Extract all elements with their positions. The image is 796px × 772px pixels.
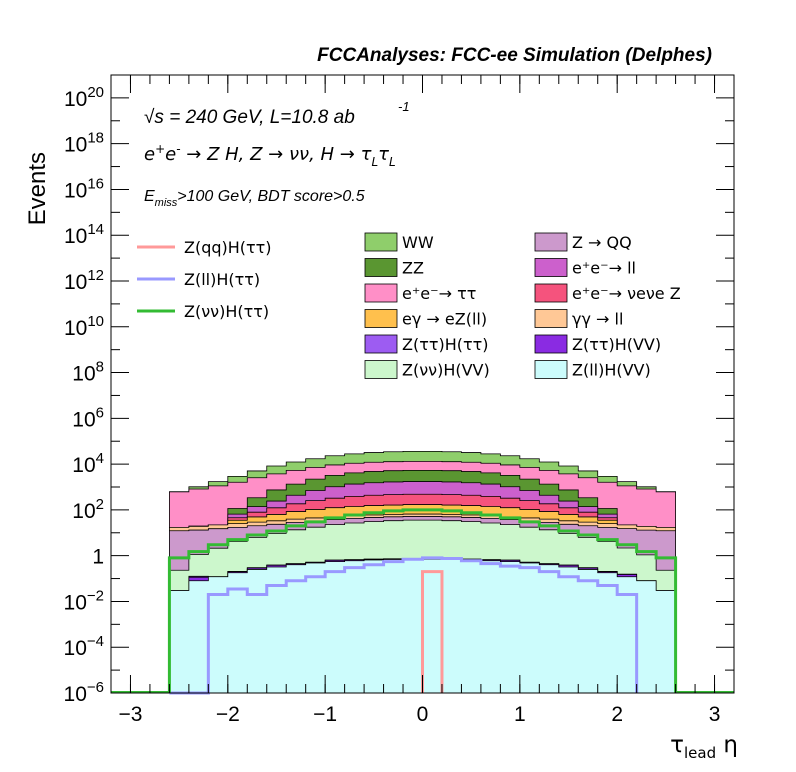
- cuts-annotation: Emiss>100 GeV, BDT score>0.5: [144, 188, 365, 209]
- svg-text:√s = 240 GeV, L=10.8 ab: √s = 240 GeV, L=10.8 ab: [144, 107, 355, 128]
- x-axis-label: τlead η: [670, 732, 738, 762]
- x-tick-label: −2: [216, 703, 240, 726]
- legend-box-swatch: [534, 334, 568, 354]
- legend-box-label: Z(ττ)H(ττ): [402, 335, 489, 354]
- x-tick-label: −3: [118, 703, 142, 726]
- line-z-h-: [167, 508, 678, 693]
- x-tick-label: 3: [709, 703, 721, 726]
- chart-title: FCCAnalyses: FCC-ee Simulation (Delphes): [317, 45, 712, 66]
- svg-text:e+e- → Z H, Z → νν, H → τLτL: e+e- → Z H, Z → νν, H → τLτL: [144, 142, 396, 169]
- x-tick-label: 2: [611, 703, 623, 726]
- y-tick-label: 1: [92, 546, 104, 569]
- legend-box-label: Z(νν)H(VV): [402, 361, 490, 380]
- legend-box-label: eγ → eZ(ll): [402, 310, 487, 329]
- legend-box-swatch: [364, 283, 398, 303]
- svg-text:Emiss>100 GeV, BDT score>0.5: Emiss>100 GeV, BDT score>0.5: [144, 188, 365, 209]
- legend-box-label: Z(ττ)H(VV): [572, 335, 661, 354]
- legend-box-label: γγ → ll: [572, 310, 623, 329]
- legend-box-label: Z → QQ: [572, 233, 632, 252]
- y-tick-label: 10−2: [64, 587, 104, 614]
- legend-box-label: e⁺e⁻→ ll: [572, 259, 636, 278]
- axis-ticks: −3 −2 −1 0 1 2 3 10−6 10−4 10−2 1 102 104 106 108 1010 1…: [64, 75, 735, 726]
- energy-annotation: √s = 240 GeV, L=10.8 ab -1: [144, 99, 410, 128]
- x-tick-label: −1: [313, 703, 337, 726]
- legend-box-swatch: [364, 232, 398, 252]
- legend-box-label: e⁺e⁻→ ττ: [402, 284, 476, 303]
- legend-box-swatch: [534, 258, 568, 277]
- legend-line-label: Z(qq)H(ττ): [184, 238, 272, 257]
- legend: Z(qq)H(ττ) Z(ll)H(ττ) Z(νν)H(ττ) WW ZZ e⁺e⁻→ …: [137, 232, 681, 380]
- process-annotation: e+e- → Z H, Z → νν, H → τLτL: [144, 142, 396, 169]
- legend-box-label: e⁺e⁻→ νeνe Z: [572, 284, 681, 303]
- legend-box-swatch: [534, 309, 568, 328]
- legend-box-swatch: [364, 334, 398, 354]
- y-tick-label: 1018: [64, 130, 104, 157]
- legend-box-swatch: [534, 232, 568, 252]
- legend-line-label: Z(νν)H(ττ): [184, 302, 269, 321]
- legend-box-swatch: [364, 258, 398, 277]
- legend-box-label: ZZ: [402, 259, 424, 278]
- y-tick-label: 108: [72, 359, 104, 386]
- legend-box-swatch: [364, 360, 398, 379]
- y-tick-label: 1016: [64, 175, 104, 202]
- y-tick-label: 102: [72, 496, 104, 523]
- legend-line-label: Z(ll)H(ττ): [184, 270, 260, 289]
- y-axis-label: Events: [24, 152, 51, 225]
- y-tick-label: 1014: [64, 221, 104, 248]
- legend-box-label: WW: [402, 233, 434, 252]
- x-tick-label: 1: [514, 703, 526, 726]
- line-z-qq-h-: [421, 570, 444, 693]
- line-z-ll-h-: [169, 556, 639, 695]
- svg-text:τlead η: τlead η: [670, 732, 738, 762]
- legend-box-label: Z(ll)H(VV): [572, 361, 651, 380]
- y-tick-label: 1012: [64, 267, 104, 294]
- x-tick-label: 0: [417, 703, 429, 726]
- y-tick-label: 10−6: [64, 679, 104, 706]
- y-tick-label: 1020: [64, 84, 104, 111]
- y-tick-label: 104: [72, 450, 104, 477]
- legend-box-swatch: [364, 309, 398, 328]
- legend-box-swatch: [534, 360, 568, 379]
- y-tick-label: 10−4: [64, 633, 104, 660]
- svg-text:-1: -1: [398, 99, 410, 114]
- y-tick-label: 106: [72, 404, 104, 431]
- y-tick-label: 1010: [64, 313, 104, 340]
- legend-box-swatch: [534, 283, 568, 303]
- signal-lines: [111, 508, 734, 695]
